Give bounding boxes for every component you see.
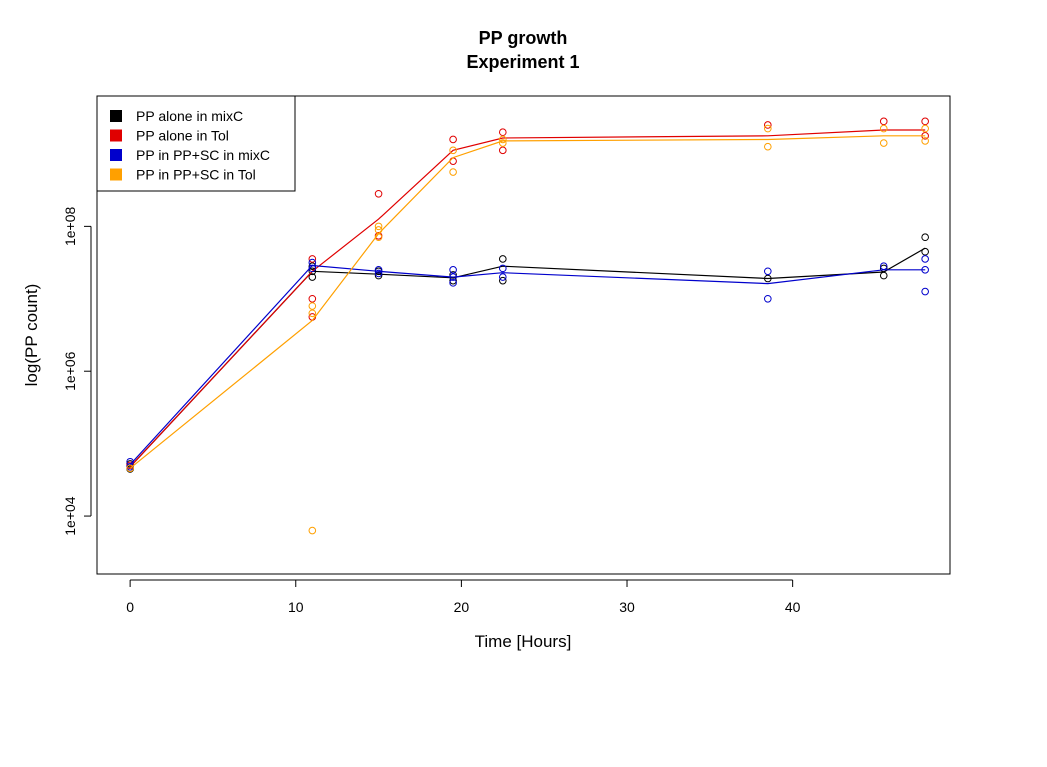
data-point xyxy=(449,146,457,155)
data-point xyxy=(449,271,457,279)
data-point xyxy=(126,464,134,473)
data-point xyxy=(308,302,317,310)
data-point xyxy=(498,273,507,281)
data-point xyxy=(921,247,929,256)
data-point xyxy=(374,269,383,278)
data-point xyxy=(449,273,457,281)
data-point xyxy=(498,146,507,155)
data-point xyxy=(764,267,772,276)
x-tick-label: 40 xyxy=(785,599,801,615)
data-point xyxy=(449,168,457,176)
legend-box xyxy=(96,95,296,192)
data-point xyxy=(449,279,457,287)
legend-label: PP in PP+SC in mixC xyxy=(136,147,270,163)
data-point xyxy=(498,135,507,144)
x-tick-label: 30 xyxy=(619,599,635,615)
data-point xyxy=(374,233,383,242)
data-point xyxy=(498,139,507,147)
x-tick-label: 10 xyxy=(288,599,304,615)
data-point xyxy=(764,142,772,151)
data-point xyxy=(879,124,888,133)
data-point xyxy=(449,135,457,144)
data-point xyxy=(764,121,772,129)
data-point xyxy=(374,222,383,231)
data-point xyxy=(308,255,317,263)
series-line xyxy=(129,264,926,466)
data-point xyxy=(879,117,888,126)
data-point xyxy=(308,294,317,303)
x-tick-label: 20 xyxy=(454,599,470,615)
chart-subtitle: Experiment 1 xyxy=(466,52,579,72)
legend-label: PP alone in mixC xyxy=(136,108,243,124)
legend-label: PP in PP+SC in Tol xyxy=(136,167,256,183)
legend: PP alone in mixC PP alone in Tol PP in PP+… xyxy=(96,95,296,192)
y-axis-label: log(PP count) xyxy=(22,284,41,387)
series-0 xyxy=(126,233,929,473)
series-line xyxy=(129,135,926,469)
data-point xyxy=(374,271,383,280)
data-point xyxy=(498,128,507,137)
y-axis: 1e+04 1e+06 1e+08 xyxy=(62,206,92,536)
data-point xyxy=(498,255,507,263)
data-point xyxy=(308,264,317,273)
data-point xyxy=(308,273,317,281)
legend-swatch xyxy=(110,149,122,161)
legend-swatch xyxy=(110,129,122,142)
plot-frame xyxy=(96,95,951,575)
data-point xyxy=(498,264,507,273)
data-point xyxy=(764,294,772,303)
data-point xyxy=(449,266,457,274)
x-axis-label: Time [Hours] xyxy=(475,632,572,651)
data-point xyxy=(921,117,929,126)
data-point xyxy=(374,226,383,234)
legend-swatch xyxy=(110,110,122,122)
y-tick-label: 1e+06 xyxy=(62,351,78,391)
data-point xyxy=(879,262,888,270)
data-point xyxy=(308,258,317,267)
data-point xyxy=(449,157,457,165)
series-2 xyxy=(126,255,929,471)
data-point xyxy=(308,309,317,318)
data-point xyxy=(308,526,317,535)
data-point xyxy=(374,189,383,198)
data-point xyxy=(498,276,507,285)
data-point xyxy=(764,274,772,283)
legend-swatch xyxy=(110,168,122,181)
series-3 xyxy=(126,124,929,535)
data-point xyxy=(879,139,888,147)
series-line xyxy=(129,247,926,468)
data-point xyxy=(879,264,888,273)
y-tick-label: 1e+04 xyxy=(62,496,78,536)
data-point xyxy=(921,137,929,145)
legend-label: PP alone in Tol xyxy=(136,128,229,144)
x-axis: 0 10 20 30 40 xyxy=(126,579,801,615)
data-point xyxy=(921,233,929,242)
chart-title: PP growth xyxy=(479,28,568,48)
data-point xyxy=(921,255,929,263)
data-point xyxy=(921,287,929,296)
data-point xyxy=(374,266,383,274)
series-line xyxy=(129,129,926,468)
x-tick-label: 0 xyxy=(126,599,134,615)
y-tick-label: 1e+08 xyxy=(62,206,78,246)
data-point xyxy=(879,271,888,280)
data-point xyxy=(308,267,317,276)
data-point xyxy=(921,266,929,274)
series-layer xyxy=(126,117,929,535)
data-point xyxy=(921,124,929,133)
data-point xyxy=(764,124,772,133)
